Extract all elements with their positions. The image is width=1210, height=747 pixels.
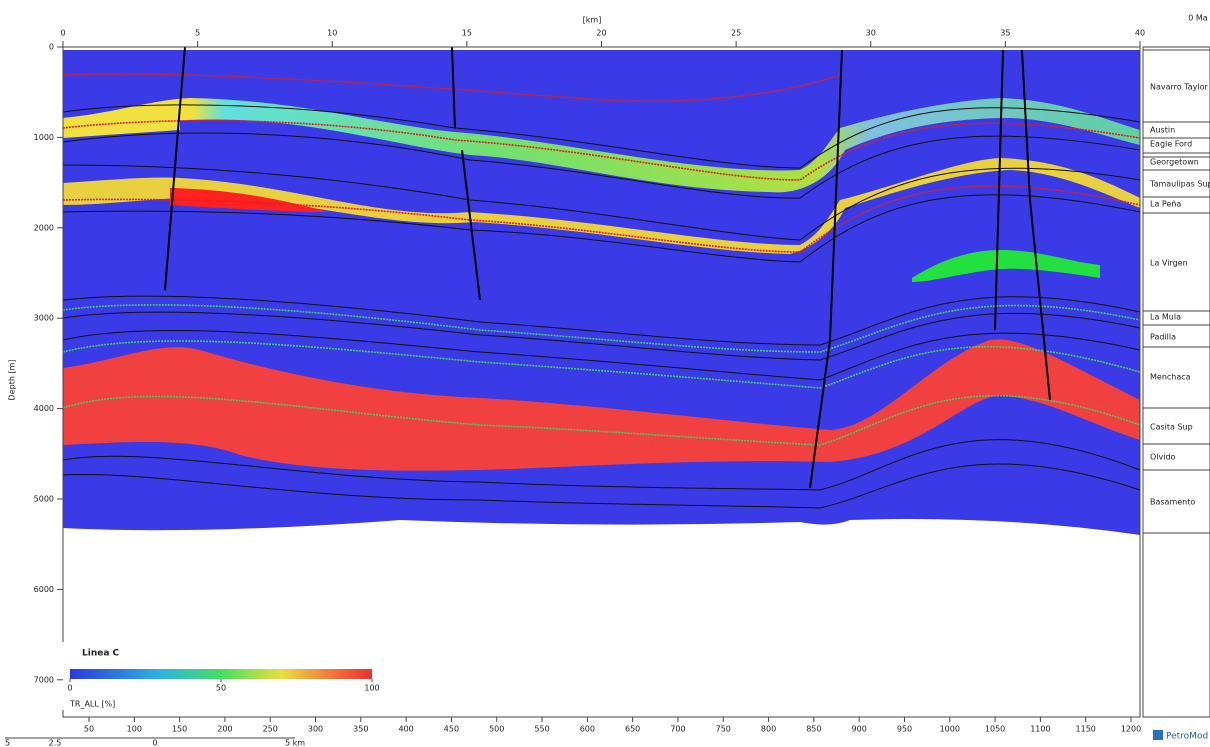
scale-label: 0 xyxy=(152,739,157,747)
age-label: 0 Ma xyxy=(1188,14,1208,23)
scale-label: 2.5 xyxy=(49,739,62,747)
bottom-tick-label: 300 xyxy=(308,725,323,734)
horizons xyxy=(62,73,1141,509)
faults xyxy=(164,46,1051,489)
top-tick-label: 0 xyxy=(60,29,65,38)
scale-label: 5 km xyxy=(285,739,305,747)
top-tick-label: 10 xyxy=(327,29,337,38)
layer-name: Basamento xyxy=(1150,498,1195,507)
layer-name: La Virgen xyxy=(1150,259,1188,268)
layer-name: Padilla xyxy=(1150,333,1176,342)
top-tick-label: 30 xyxy=(866,29,876,38)
layer-name: Casita Sup xyxy=(1150,423,1193,432)
top-tick-label: 40 xyxy=(1135,29,1145,38)
layer-name: Austin xyxy=(1150,126,1175,135)
bottom-tick-label: 1200 xyxy=(1121,725,1141,734)
bottom-tick-label: 800 xyxy=(761,725,776,734)
bottom-tick-label: 500 xyxy=(489,725,504,734)
top-tick-label: 35 xyxy=(1000,29,1010,38)
bottom-tick-label: 1150 xyxy=(1076,725,1096,734)
layer-name: Olvido xyxy=(1150,453,1176,462)
bottom-tick-label: 1050 xyxy=(985,725,1005,734)
brand: PetroMod xyxy=(1166,732,1208,742)
depth-axis-label: Depth [m] xyxy=(8,360,17,401)
bottom-tick-label: 450 xyxy=(444,725,459,734)
bottom-tick-label: 600 xyxy=(580,725,595,734)
bottom-tick-label: 1000 xyxy=(940,725,960,734)
layer-name: La Peña xyxy=(1150,200,1181,209)
bottom-tick-label: 50 xyxy=(84,725,94,734)
bottom-tick-label: 850 xyxy=(806,725,821,734)
bottom-tick-label: 1100 xyxy=(1030,725,1050,734)
casita-band xyxy=(63,339,1140,471)
legend-tick-label: 50 xyxy=(216,684,226,693)
legend-tick-label: 100 xyxy=(364,684,379,693)
depth-tick-label: 0 xyxy=(49,43,54,52)
layer-name: Georgetown xyxy=(1150,158,1199,167)
bottom-tick-label: 400 xyxy=(398,725,413,734)
legend-label: TR_ALL [%] xyxy=(69,700,115,709)
bottom-tick-label: 350 xyxy=(353,725,368,734)
bottom-tick-label: 150 xyxy=(172,725,187,734)
bottom-tick-label: 650 xyxy=(625,725,640,734)
top-tick-label: 25 xyxy=(731,29,741,38)
depth-tick-label: 1000 xyxy=(34,133,54,142)
top-axis-label: [km] xyxy=(583,16,602,25)
layer-name: Eagle Ford xyxy=(1150,140,1192,149)
bottom-tick-label: 750 xyxy=(716,725,731,734)
bottom-tick-label: 200 xyxy=(217,725,232,734)
depth-tick-label: 3000 xyxy=(34,314,54,323)
la-pena-red xyxy=(170,188,330,212)
layer-name: La Mula xyxy=(1150,313,1181,322)
top-tick-label: 5 xyxy=(195,29,200,38)
eagle-ford-band xyxy=(63,98,1140,193)
la-pena-band xyxy=(63,158,1140,254)
layer-column xyxy=(1142,46,1210,718)
bottom-tick-label: 550 xyxy=(534,725,549,734)
layer-name: Tamaulipas Sup xyxy=(1149,180,1210,189)
depth-tick-label: 7000 xyxy=(34,675,54,684)
depth-tick-label: 4000 xyxy=(34,404,54,413)
bottom-tick-label: 250 xyxy=(263,725,278,734)
top-tick-label: 15 xyxy=(462,29,472,38)
bottom-tick-label: 950 xyxy=(897,725,912,734)
layer-name: Menchaca xyxy=(1150,373,1191,382)
top-tick-label: 20 xyxy=(596,29,606,38)
brand-icon xyxy=(1153,730,1163,740)
legend-title: Linea C xyxy=(82,649,120,659)
colorbar xyxy=(70,669,372,679)
legend-tick-label: 0 xyxy=(67,684,72,693)
depth-tick-label: 6000 xyxy=(34,585,54,594)
bottom-tick-label: 100 xyxy=(127,725,142,734)
scale-label: 5 xyxy=(5,739,10,747)
upper-yellow xyxy=(63,112,180,138)
layer-name: Navarro Taylor xyxy=(1150,83,1209,92)
depth-tick-label: 2000 xyxy=(34,223,54,232)
bottom-tick-label: 700 xyxy=(670,725,685,734)
la-virgen-green xyxy=(912,250,1100,282)
bottom-tick-label: 900 xyxy=(852,725,867,734)
depth-tick-label: 5000 xyxy=(34,495,54,504)
